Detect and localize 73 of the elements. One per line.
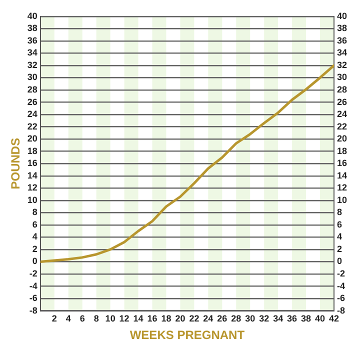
- y2-tick-label: 6: [336, 219, 342, 230]
- y-tick-label: -2: [29, 268, 38, 278]
- y-tick-label: 30: [27, 72, 38, 82]
- x-tick-label: 26: [217, 314, 228, 324]
- y2-tick-label: 34: [336, 48, 348, 58]
- x-tick-label: 34: [273, 314, 284, 324]
- y2-tick-label: -2: [336, 268, 346, 278]
- x-tick-label: 32: [259, 314, 270, 324]
- x-tick-label: 10: [105, 314, 116, 324]
- x-tick-label: 16: [147, 314, 158, 324]
- y-tick-label: 20: [27, 134, 38, 144]
- x-tick-label: 24: [203, 314, 214, 324]
- x-tick-label: 30: [245, 314, 256, 324]
- x-tick-label: 40: [315, 314, 326, 324]
- y-tick-label: 38: [27, 23, 38, 34]
- y-tick-label: 26: [27, 96, 38, 107]
- y-axis-title: POUNDS: [8, 138, 23, 190]
- y2-tick-label: 36: [336, 35, 348, 46]
- y2-tick-label: 0: [336, 256, 342, 266]
- x-tick-label: 6: [80, 314, 85, 324]
- y2-tick-label: 32: [336, 60, 348, 70]
- y-tick-label: -4: [29, 280, 38, 291]
- x-tick-label: 28: [231, 314, 242, 324]
- x-tick-label: 4: [66, 314, 71, 324]
- x-tick-label: 12: [119, 314, 130, 324]
- y-tick-label: 16: [27, 158, 38, 168]
- x-tick-label: 2: [52, 314, 57, 324]
- y-tick-label: 0: [32, 256, 38, 266]
- y-tick-label: 18: [27, 146, 38, 156]
- y2-tick-label: 30: [336, 72, 348, 82]
- y2-tick-label: 2: [336, 244, 342, 254]
- x-axis-title: WEEKS PREGNANT: [130, 328, 246, 342]
- x-tick-label: 20: [175, 314, 186, 324]
- x-tick-label: 14: [133, 314, 144, 324]
- y2-tick-label: -8: [336, 305, 346, 316]
- y-tick-label: 6: [32, 219, 38, 230]
- x-tick-label: 36: [287, 314, 298, 324]
- y2-tick-label: 24: [336, 109, 348, 120]
- y-tick-label: 12: [27, 182, 38, 193]
- y2-tick-label: 38: [336, 23, 348, 34]
- y2-tick-label: 40: [336, 10, 348, 21]
- x-tick-label: 42: [328, 314, 339, 324]
- y2-tick-label: 4: [336, 232, 342, 242]
- y2-tick-label: -6: [336, 293, 346, 304]
- y2-tick-label: 18: [336, 146, 348, 156]
- y-tick-label: -6: [29, 293, 38, 304]
- y-tick-label: -8: [29, 305, 38, 316]
- y2-tick-label: 16: [336, 158, 348, 168]
- y2-tick-label: 14: [336, 170, 348, 180]
- x-tick-label: 18: [161, 314, 172, 324]
- y-tick-label: 34: [27, 48, 38, 58]
- y-tick-label: 4: [32, 232, 38, 242]
- y-tick-label: 32: [27, 60, 38, 70]
- y-tick-label: 14: [27, 170, 38, 180]
- y2-tick-label: 8: [336, 207, 342, 218]
- y-tick-label: 24: [27, 109, 38, 120]
- x-tick-label: 22: [189, 314, 200, 324]
- y2-tick-label: -4: [336, 280, 346, 291]
- y2-tick-label: 12: [336, 182, 348, 193]
- y2-tick-label: 22: [336, 121, 348, 132]
- y2-tick-label: 26: [336, 96, 348, 107]
- y2-tick-label: 20: [336, 134, 348, 144]
- y-tick-label: 36: [27, 35, 38, 46]
- y-tick-label: 40: [27, 10, 38, 21]
- y2-tick-label: 10: [336, 194, 348, 205]
- y-tick-label: 28: [27, 84, 38, 94]
- y-tick-label: 10: [27, 194, 38, 205]
- y-tick-label: 8: [32, 207, 38, 218]
- x-tick-label: 8: [94, 314, 99, 324]
- x-tick-label: 38: [301, 314, 312, 324]
- y-tick-label: 22: [27, 121, 38, 132]
- y2-tick-label: 28: [336, 84, 348, 94]
- y-tick-label: 2: [32, 244, 38, 254]
